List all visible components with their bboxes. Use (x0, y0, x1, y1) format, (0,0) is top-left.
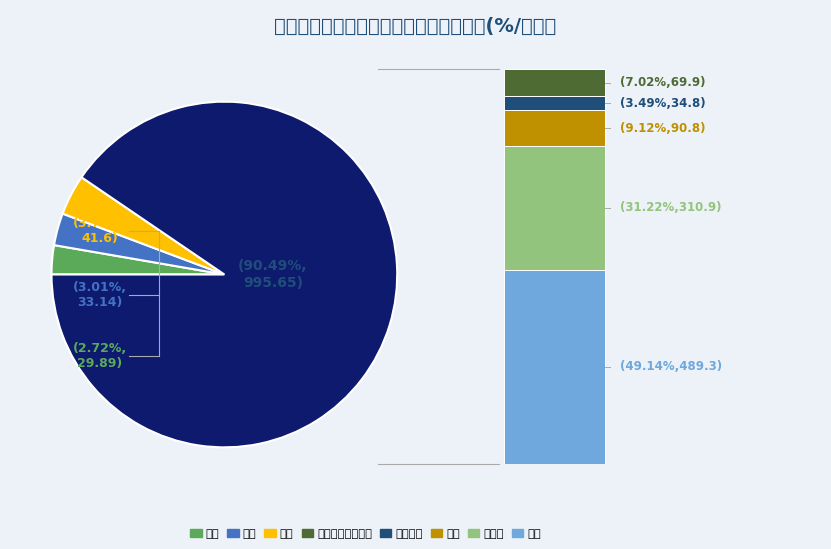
Wedge shape (52, 102, 397, 447)
Wedge shape (54, 214, 224, 274)
Text: (31.22%,310.9): (31.22%,310.9) (620, 201, 721, 215)
Text: (7.02%,69.9): (7.02%,69.9) (620, 76, 706, 89)
Text: 国内绿氢项目消纳路径对应产能占比分布(%/万吨）: 国内绿氢项目消纳路径对应产能占比分布(%/万吨） (274, 16, 557, 36)
Bar (504, 97, 605, 110)
Text: (90.49%,
995.65): (90.49%, 995.65) (238, 259, 307, 290)
Text: (2.72%,
29.89): (2.72%, 29.89) (73, 341, 127, 369)
Legend: 交通, 储能, 其他, 煤化工及石油炼化, 化工原料, 航煤, 合成氨, 甲醇: 交通, 储能, 其他, 煤化工及石油炼化, 化工原料, 航煤, 合成氨, 甲醇 (186, 524, 545, 544)
Bar (504, 110, 605, 146)
Text: (3.49%,34.8): (3.49%,34.8) (620, 97, 706, 110)
Bar (504, 69, 605, 97)
Text: (9.12%,90.8): (9.12%,90.8) (620, 122, 706, 135)
Text: (3.78%,
41.6): (3.78%, 41.6) (73, 217, 127, 245)
Text: (49.14%,489.3): (49.14%,489.3) (620, 360, 722, 373)
Bar (504, 146, 605, 270)
Text: (3.01%,
33.14): (3.01%, 33.14) (73, 281, 127, 309)
Bar (504, 270, 605, 464)
Wedge shape (52, 245, 224, 274)
Wedge shape (62, 177, 224, 274)
